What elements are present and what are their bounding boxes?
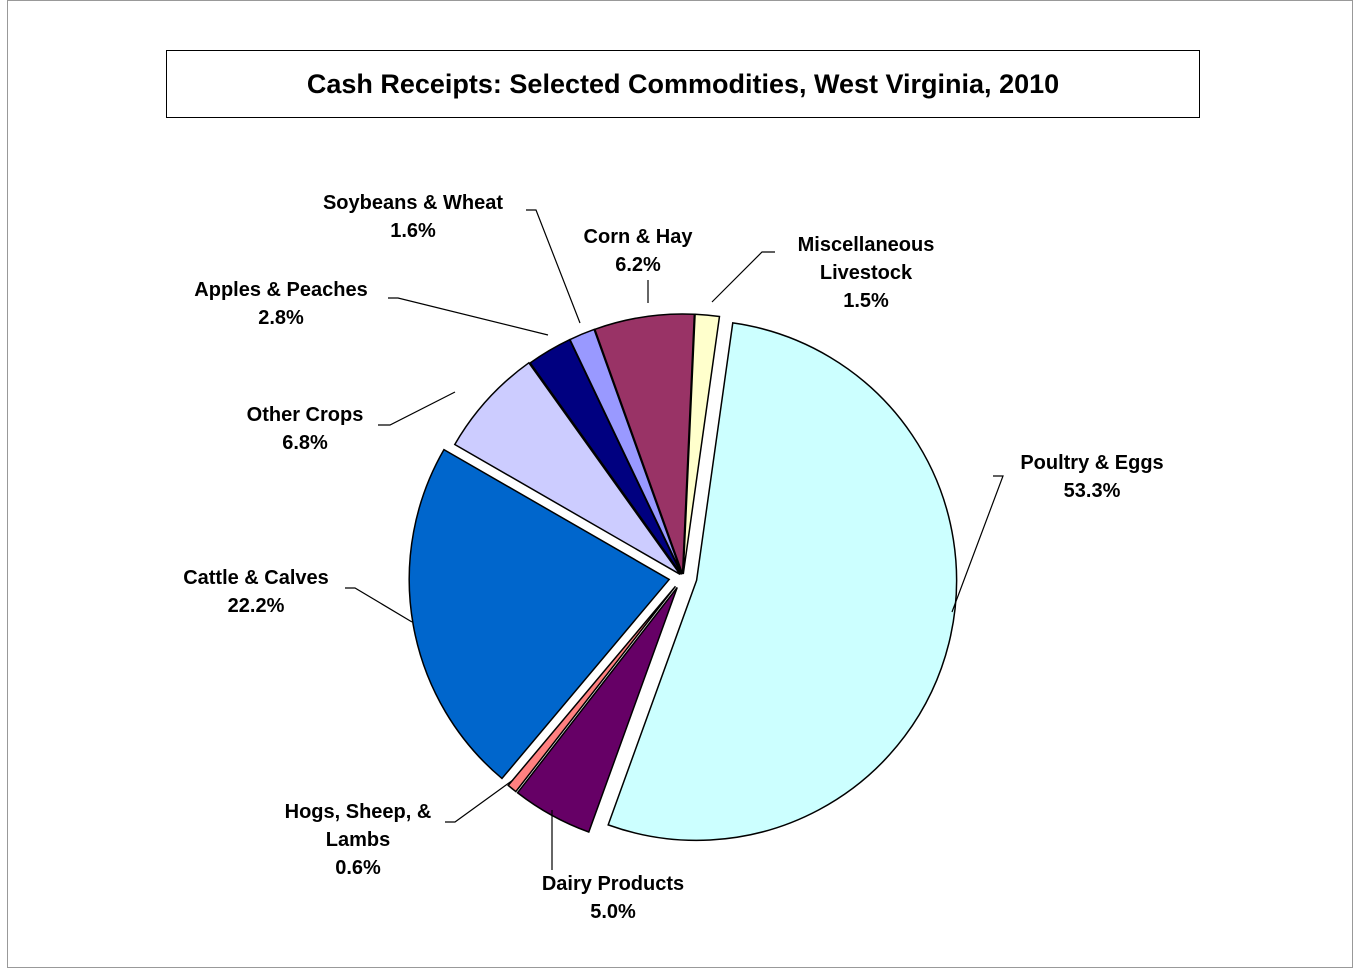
pie-slice (408, 448, 671, 780)
chart-title: Cash Receipts: Selected Commodities, Wes… (166, 50, 1200, 118)
slice-label: Soybeans & Wheat 1.6% (263, 189, 563, 245)
slice-label: Other Crops 6.8% (155, 401, 455, 457)
slice-name: Miscellaneous Livestock (797, 234, 935, 284)
pie-slice (593, 313, 696, 575)
slice-name: Hogs, Sheep, & Lambs (284, 801, 432, 851)
leader-line (388, 297, 549, 336)
slice-name: Poultry & Eggs (1020, 452, 1164, 474)
pie-slice (607, 322, 958, 842)
slice-label: Miscellaneous Livestock 1.5% (776, 231, 956, 315)
slice-label: Hogs, Sheep, & Lambs 0.6% (268, 798, 448, 882)
slice-label: Apples & Peaches 2.8% (131, 276, 431, 332)
slice-name: Apples & Peaches (194, 279, 368, 301)
slice-name: Corn & Hay (583, 226, 693, 248)
leader-line (951, 475, 1004, 613)
slice-value: 1.6% (390, 220, 436, 242)
slice-label: Dairy Products 5.0% (463, 870, 763, 926)
slice-value: 1.5% (843, 290, 889, 312)
pie-slice (507, 585, 677, 793)
pie-slice (453, 361, 681, 575)
slice-name: Soybeans & Wheat (322, 192, 504, 214)
leader-line (711, 251, 775, 303)
slice-value: 53.3% (1063, 480, 1121, 502)
slice-value: 2.8% (258, 307, 304, 329)
slice-name: Dairy Products (541, 873, 685, 895)
slice-value: 6.8% (282, 432, 328, 454)
slice-value: 5.0% (590, 901, 636, 923)
slice-name: Cattle & Calves (183, 567, 329, 589)
slice-value: 22.2% (227, 595, 285, 617)
slice-value: 6.2% (615, 254, 661, 276)
slice-label: Poultry & Eggs 53.3% (942, 449, 1242, 505)
leader-line (445, 779, 514, 823)
pie-slice (682, 313, 721, 575)
leader-line (345, 587, 413, 623)
slice-value: 0.6% (335, 857, 381, 879)
slice-name: Other Crops (246, 404, 364, 426)
slice-label: Corn & Hay 6.2% (488, 223, 788, 279)
leader-line (526, 209, 581, 324)
leader-line (378, 391, 456, 426)
slice-label: Cattle & Calves 22.2% (106, 564, 406, 620)
